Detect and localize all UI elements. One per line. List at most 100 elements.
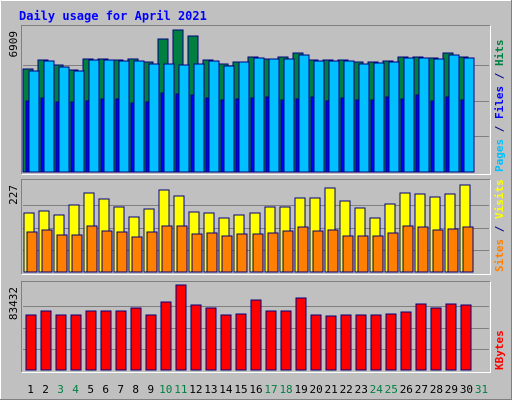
- x-tick-label-24: 24: [370, 383, 384, 396]
- bar-hits-files-pages-pages-day-14: [223, 65, 235, 173]
- x-tick-label-19: 19: [294, 383, 307, 396]
- bar-kbytes-kbytes-day-1: [25, 314, 37, 371]
- bar-visits-sites-sites-day-10: [161, 225, 173, 273]
- x-tick-label-4: 4: [72, 383, 79, 396]
- x-tick-label-21: 21: [325, 383, 338, 396]
- bar-visits-sites-sites-day-19: [297, 226, 309, 273]
- panel-kbytes: 83432 KBytes: [7, 281, 506, 373]
- chart-title: Daily usage for April 2021: [19, 9, 207, 23]
- panel-hits-files-pages: 6909 Pages / Files / Hits: [7, 25, 506, 175]
- bar-hits-files-pages-pages-day-15: [238, 61, 250, 173]
- bar-kbytes-kbytes-day-19: [295, 297, 307, 371]
- bar-hits-files-pages-pages-day-25: [388, 61, 400, 173]
- legend-entry-hits-files-pages-4: Hits: [493, 40, 506, 67]
- bar-hits-files-pages-pages-day-18: [283, 58, 295, 173]
- x-tick-label-2: 2: [42, 383, 49, 396]
- panel-frame-kbytes-bevel-light: [21, 281, 491, 373]
- bar-kbytes-kbytes-day-9: [145, 314, 157, 371]
- legend-entry-hits-files-pages-3: /: [493, 66, 506, 86]
- panel-frame-kbytes-bevel-dark: [21, 281, 491, 373]
- bar-kbytes-kbytes-day-28: [430, 307, 442, 371]
- bar-visits-sites-sites-day-27: [417, 226, 429, 273]
- legend-hits-files-pages: Pages / Files / Hits: [493, 40, 506, 173]
- bar-hits-files-pages-pages-day-19: [298, 54, 310, 173]
- x-tick-label-13: 13: [204, 383, 217, 396]
- bar-kbytes-kbytes-day-16: [250, 299, 262, 371]
- max-value-label-hits-files-pages: 6909: [7, 31, 20, 58]
- bar-visits-sites-sites-day-16: [252, 233, 264, 273]
- legend-entry-hits-files-pages-0: Pages: [493, 139, 506, 172]
- bar-kbytes-kbytes-day-6: [100, 310, 112, 371]
- x-axis-day-labels: 1 2 3 4 5 6 7 8 9 10 11 12 13 14 15 16 17 18 19 20 21 22 23 24 2…: [27, 383, 488, 396]
- x-tick-label-20: 20: [310, 383, 323, 396]
- x-tick-label-26: 26: [400, 383, 413, 396]
- bar-visits-sites-sites-day-25: [387, 232, 399, 273]
- panel-frame-hits-files-pages-bevel-light: [21, 25, 491, 175]
- panel-frame-visits-sites-bevel-light: [21, 179, 491, 275]
- panel-visits-sites: 227 Sites / Visits: [7, 179, 506, 275]
- bar-kbytes-kbytes-day-8: [130, 307, 142, 371]
- bar-visits-sites-sites-day-17: [267, 232, 279, 273]
- chart-panels: 6909 Pages / Files / Hits 227 Sites / Visit…: [7, 25, 506, 373]
- bar-kbytes-kbytes-day-7: [115, 310, 127, 371]
- bar-visits-sites-sites-day-23: [357, 235, 369, 273]
- x-tick-label-9: 9: [147, 383, 154, 396]
- x-tick-label-28: 28: [430, 383, 443, 396]
- x-tick-label-14: 14: [219, 383, 233, 396]
- bar-hits-files-pages-pages-day-22: [343, 60, 355, 173]
- x-tick-label-15: 15: [234, 383, 247, 396]
- x-tick-label-10: 10: [159, 383, 172, 396]
- bar-visits-sites-sites-day-1: [26, 231, 38, 273]
- bar-kbytes-kbytes-day-5: [85, 310, 97, 371]
- bar-hits-files-pages-pages-day-20: [313, 60, 325, 173]
- x-tick-label-23: 23: [355, 383, 368, 396]
- bar-kbytes-kbytes-day-24: [370, 314, 382, 371]
- bar-kbytes-kbytes-day-12: [190, 304, 202, 371]
- bar-visits-sites-sites-day-3: [56, 234, 68, 273]
- legend-entry-kbytes-0: KBytes: [493, 330, 506, 370]
- bar-hits-files-pages-pages-day-27: [418, 57, 430, 173]
- bar-visits-sites-sites-day-5: [86, 225, 98, 273]
- bar-kbytes-kbytes-day-17: [265, 310, 277, 371]
- bar-visits-sites-sites-day-28: [432, 229, 444, 273]
- bar-hits-files-pages-pages-day-21: [328, 60, 340, 173]
- x-tick-label-8: 8: [132, 383, 139, 396]
- bar-visits-sites-sites-day-7: [116, 231, 128, 273]
- bar-hits-files-pages-pages-day-17: [268, 58, 280, 173]
- x-tick-label-6: 6: [102, 383, 109, 396]
- bar-visits-sites-sites-day-8: [131, 236, 143, 273]
- panel-frame-visits-sites-bevel-dark: [21, 179, 491, 275]
- x-tick-label-31: 31: [475, 383, 488, 396]
- max-value-label-kbytes: 83432: [7, 287, 20, 320]
- bar-hits-files-pages-pages-day-4: [73, 70, 85, 173]
- bar-hits-files-pages-pages-day-12: [193, 63, 205, 173]
- x-tick-label-16: 16: [249, 383, 262, 396]
- bar-kbytes-kbytes-day-29: [445, 303, 457, 371]
- bar-visits-sites-sites-day-18: [282, 230, 294, 273]
- bar-kbytes-kbytes-day-30: [460, 304, 472, 371]
- bar-hits-files-pages-pages-day-5: [88, 59, 100, 173]
- bar-kbytes-kbytes-day-4: [70, 314, 82, 371]
- bar-visits-sites-sites-day-2: [41, 229, 53, 273]
- x-tick-label-29: 29: [445, 383, 458, 396]
- x-tick-label-1: 1: [27, 383, 34, 396]
- bar-visits-sites-sites-day-30: [462, 226, 474, 273]
- bar-hits-files-pages-pages-day-7: [118, 60, 130, 173]
- bar-hits-files-pages-pages-day-13: [208, 60, 220, 173]
- bar-hits-files-pages-pages-day-11: [178, 64, 190, 173]
- bar-visits-sites-sites-day-6: [101, 230, 113, 273]
- bar-hits-files-pages-pages-day-16: [253, 57, 265, 173]
- bar-hits-files-pages-pages-day-10: [163, 63, 175, 173]
- bar-hits-files-pages-pages-day-9: [148, 63, 160, 173]
- bar-kbytes-kbytes-day-14: [220, 314, 232, 371]
- x-tick-label-30: 30: [460, 383, 473, 396]
- max-value-label-visits-sites: 227: [7, 185, 20, 205]
- legend-entry-visits-sites-1: /: [493, 219, 506, 239]
- x-tick-label-22: 22: [340, 383, 353, 396]
- bar-visits-sites-sites-day-26: [402, 225, 414, 273]
- x-tick-label-18: 18: [279, 383, 292, 396]
- bar-hits-files-pages-pages-day-24: [373, 62, 385, 173]
- bar-hits-files-pages-pages-day-28: [433, 58, 445, 173]
- bar-hits-files-pages-pages-day-6: [103, 59, 115, 173]
